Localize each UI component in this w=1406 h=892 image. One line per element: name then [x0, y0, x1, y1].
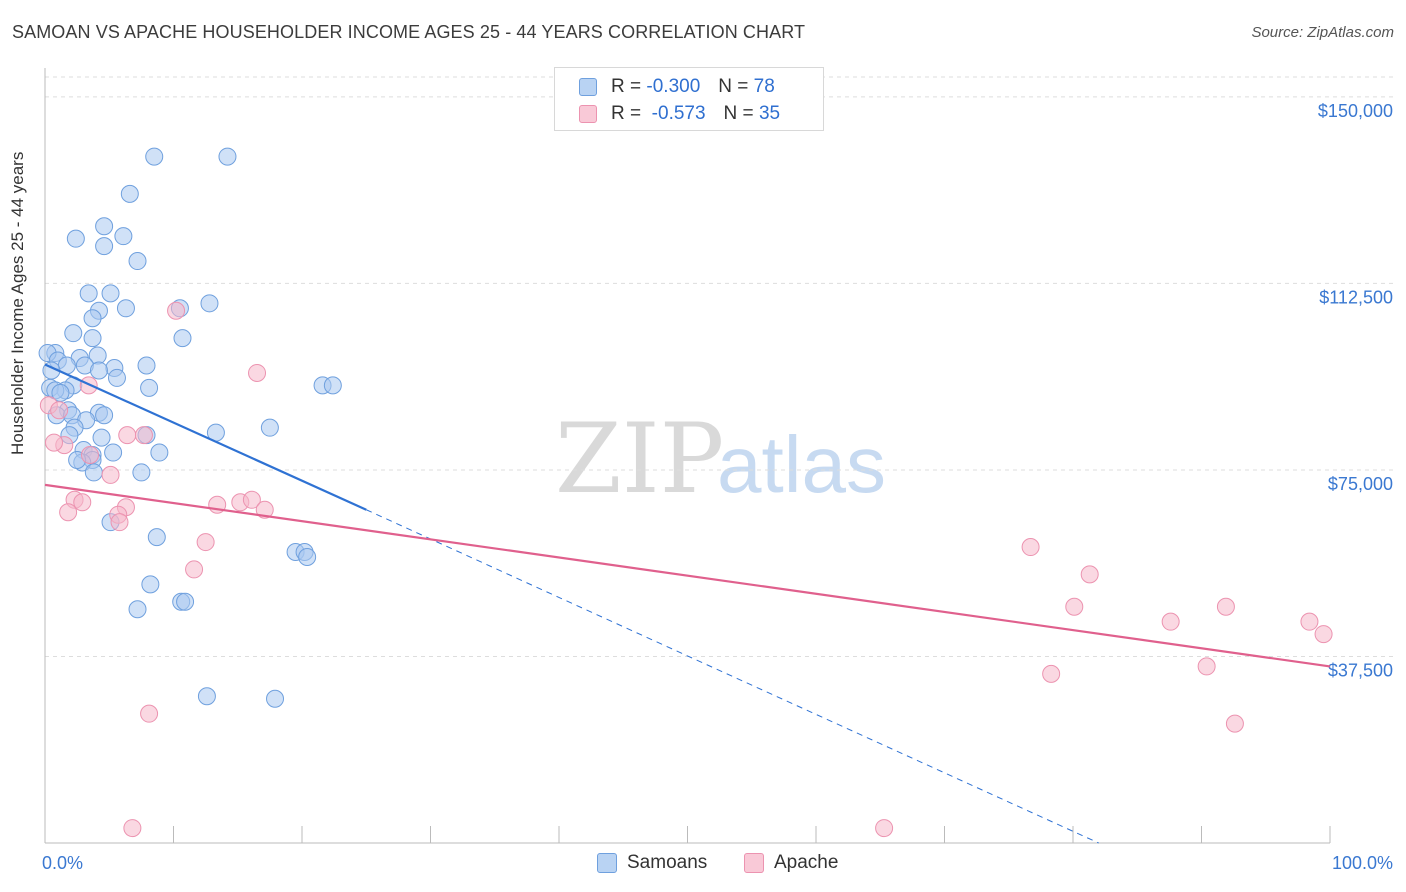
apache-point [248, 363, 267, 382]
apache-point [110, 513, 129, 532]
apache-point [242, 490, 261, 509]
apache-point [1225, 714, 1244, 733]
legend-n-label: N = [723, 103, 754, 124]
apache-point [185, 560, 204, 579]
apache-r-value: -0.573 [651, 103, 706, 124]
samoans-point [147, 528, 166, 547]
samoans-point [104, 443, 123, 462]
y-axis-label: Householder Income Ages 25 - 44 years [8, 151, 27, 455]
apache-point [134, 426, 153, 445]
apache-point [1021, 538, 1040, 557]
apache-point [50, 401, 69, 420]
apache-point [1161, 612, 1180, 631]
samoans-point [66, 229, 85, 248]
apache-point [118, 426, 137, 445]
y-tick-label: $75,000 [1328, 474, 1393, 494]
watermark-atlas: atlas [717, 420, 886, 509]
samoans-point [197, 687, 216, 706]
samoans-point [141, 575, 160, 594]
apache-point [1300, 612, 1319, 631]
apache-trend-line [44, 483, 1331, 668]
samoans-point [92, 428, 111, 447]
samoans-point [84, 463, 103, 482]
samoans-trend-line [44, 363, 367, 511]
apache-point [1314, 625, 1333, 644]
samoans-point [95, 217, 114, 236]
y-tick-label: $150,000 [1318, 101, 1393, 121]
legend-r-label: R = [611, 103, 642, 124]
apache-point [123, 819, 142, 838]
samoans-point [107, 368, 126, 387]
samoans-point [200, 294, 219, 313]
apache-point [1042, 664, 1061, 683]
y-tick-label: $37,500 [1328, 660, 1393, 680]
samoans-point [116, 299, 135, 318]
x-tick-label: 100.0% [1332, 853, 1393, 873]
samoans-point [95, 406, 114, 425]
watermark-zip: ZIP [555, 403, 724, 515]
legend-r-label: R = [611, 76, 642, 97]
apache-point [101, 465, 120, 484]
apache-point [1216, 597, 1235, 616]
apache-point [875, 819, 894, 838]
apache-point [1065, 597, 1084, 616]
apache-legend-swatch [744, 853, 764, 873]
samoans-point [137, 356, 156, 375]
apache-point [140, 704, 159, 723]
samoans-point [128, 600, 147, 619]
samoans-point [298, 547, 317, 566]
apache-point [196, 533, 215, 552]
samoans-point [64, 324, 83, 343]
apache-point [73, 493, 92, 512]
samoans-swatch [579, 78, 597, 96]
chart-title: SAMOAN VS APACHE HOUSEHOLDER INCOME AGES… [12, 22, 806, 42]
samoans-point [83, 309, 102, 328]
legend-row-apache: R = -0.573 N = 35 [579, 102, 780, 126]
samoans-point [51, 383, 70, 402]
samoans-point [260, 418, 279, 437]
apache-point [80, 446, 99, 465]
apache-point [1197, 657, 1216, 676]
apache-point [255, 500, 274, 519]
samoans-legend-label: Samoans [627, 852, 708, 873]
samoans-point [101, 284, 120, 303]
samoans-point [79, 284, 98, 303]
apache-point [167, 301, 186, 320]
y-tick-label: $112,500 [1319, 287, 1393, 307]
samoans-point [173, 329, 192, 348]
samoans-trend-extension [366, 509, 1099, 844]
samoans-point [132, 463, 151, 482]
apache-n-value: 35 [758, 103, 781, 124]
samoans-point [323, 376, 342, 395]
apache-point [44, 433, 63, 452]
samoans-point [145, 147, 164, 166]
bottom-legend-apache: Apache [744, 852, 838, 874]
samoans-point [120, 184, 139, 203]
samoans-point [218, 147, 237, 166]
apache-point [1080, 565, 1099, 584]
samoans-point [140, 378, 159, 397]
samoans-point [176, 592, 195, 611]
apache-swatch [579, 105, 597, 123]
x-tick-label: 0.0% [42, 853, 83, 873]
source-label: Source: ZipAtlas.com [1251, 24, 1394, 41]
samoans-r-value: -0.300 [646, 76, 701, 97]
apache-point [59, 503, 78, 522]
samoans-point [150, 443, 169, 462]
samoans-point [266, 689, 285, 708]
samoans-point [95, 237, 114, 256]
samoans-n-value: 78 [753, 76, 775, 97]
samoans-point [83, 329, 102, 348]
samoans-legend-swatch [597, 853, 617, 873]
correlation-legend: R = -0.300 N = 78 R = -0.573 N = 35 [554, 67, 824, 131]
samoans-point [128, 252, 147, 271]
legend-row-samoans: R = -0.300 N = 78 [579, 75, 775, 99]
samoans-point [89, 361, 108, 380]
samoans-point [114, 227, 133, 246]
legend-n-label: N = [718, 76, 749, 97]
bottom-legend-samoans: Samoans [597, 852, 707, 874]
apache-legend-label: Apache [774, 852, 839, 873]
